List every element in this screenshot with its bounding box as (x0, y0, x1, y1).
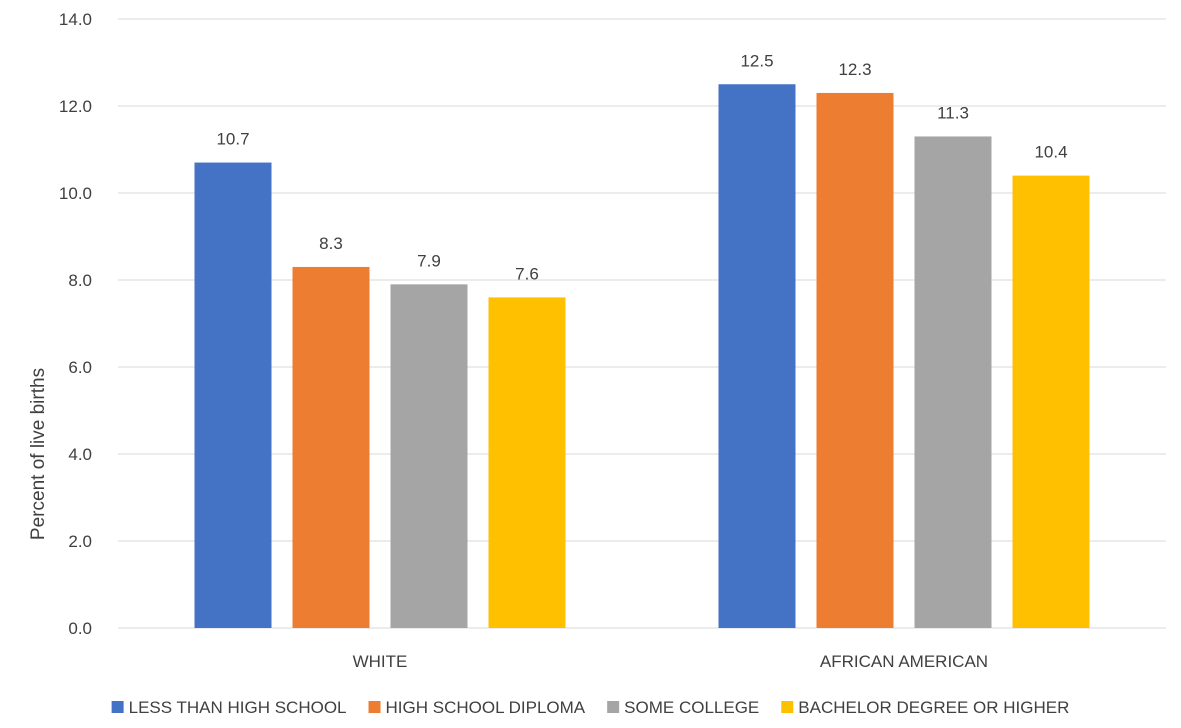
legend[interactable]: LESS THAN HIGH SCHOOL HIGH SCHOOL DIPLOMA… (111, 698, 1070, 717)
y-tick-label: 6.0 (68, 358, 92, 377)
legend-swatch (111, 701, 124, 713)
legend-item[interactable]: HIGH SCHOOL DIPLOMA (368, 698, 586, 717)
y-axis-ticks: 0.0 2.0 4.0 6.0 8.0 10.0 12.0 14.0 (59, 10, 92, 638)
legend-label: LESS THAN HIGH SCHOOL (129, 698, 347, 717)
y-tick-label: 12.0 (59, 97, 92, 116)
data-labels: 10.7 8.3 7.9 7.6 12.5 12.3 11.3 10.4 (216, 51, 1067, 283)
y-axis-title: Percent of live births (28, 368, 49, 540)
y-tick-label: 14.0 (59, 10, 92, 29)
data-label: 7.6 (515, 264, 539, 283)
y-tick-label: 2.0 (68, 532, 92, 551)
bar-high-school-diploma-african-american[interactable] (816, 92, 894, 628)
bar-high-school-diploma-white[interactable] (292, 266, 370, 628)
legend-swatch (607, 701, 620, 713)
data-label: 11.3 (937, 103, 969, 122)
data-label: 10.4 (1034, 143, 1067, 162)
data-label: 12.5 (740, 51, 773, 70)
x-axis-categories: WHITE AFRICAN AMERICAN (353, 652, 988, 671)
legend-item[interactable]: SOME COLLEGE (607, 698, 759, 717)
bar-less-than-high-school-african-american[interactable] (718, 84, 796, 628)
data-label: 8.3 (319, 234, 343, 253)
legend-item[interactable]: LESS THAN HIGH SCHOOL (111, 698, 347, 717)
bars (194, 84, 1090, 629)
y-tick-label: 4.0 (68, 445, 92, 464)
x-category-label: AFRICAN AMERICAN (820, 652, 988, 671)
y-tick-label: 8.0 (68, 271, 92, 290)
legend-swatch (781, 701, 794, 713)
gridlines (118, 18, 1166, 629)
y-tick-label: 10.0 (59, 184, 92, 203)
legend-swatch (368, 701, 381, 713)
bar-some-college-african-american[interactable] (914, 136, 992, 628)
bar-less-than-high-school-white[interactable] (194, 162, 272, 629)
legend-label: BACHELOR DEGREE OR HIGHER (798, 698, 1069, 717)
bar-bachelor-degree-or-higher-white[interactable] (488, 297, 566, 628)
legend-item[interactable]: BACHELOR DEGREE OR HIGHER (781, 698, 1069, 717)
legend-label: SOME COLLEGE (624, 698, 759, 717)
legend-label: HIGH SCHOOL DIPLOMA (386, 698, 586, 717)
x-category-label: WHITE (353, 652, 408, 671)
bar-bachelor-degree-or-higher-african-american[interactable] (1012, 175, 1090, 628)
data-label: 10.7 (216, 130, 249, 149)
data-label: 12.3 (838, 60, 871, 79)
y-tick-label: 0.0 (68, 619, 92, 638)
bar-some-college-white[interactable] (390, 284, 468, 628)
data-label: 7.9 (417, 251, 441, 270)
